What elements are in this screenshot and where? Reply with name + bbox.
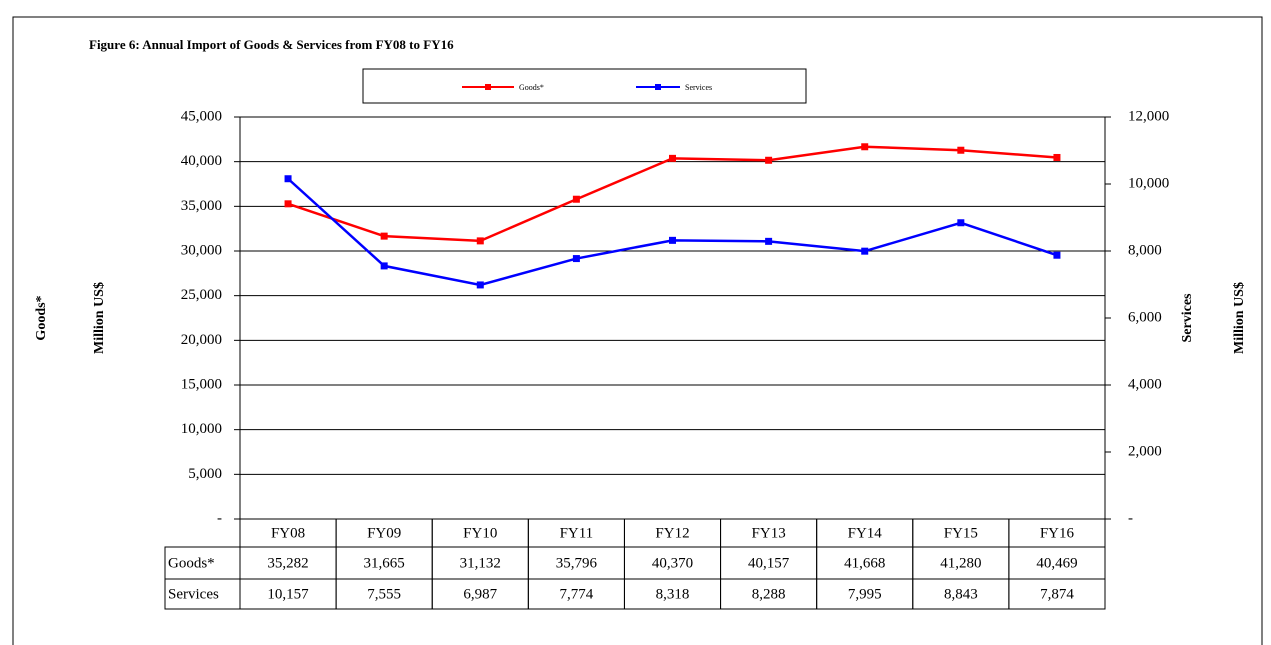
data-label: 7,774: [560, 586, 594, 602]
y2-tick-label: 10,000: [1128, 175, 1169, 191]
point-marker: [572, 255, 580, 263]
table-row-label: Goods*: [168, 555, 215, 571]
y2-tick-label: 12,000: [1128, 108, 1169, 124]
table-row-label: Services: [168, 586, 219, 602]
point-marker: [476, 237, 484, 245]
y2-tick-label: 4,000: [1128, 376, 1162, 392]
point-marker: [957, 146, 965, 154]
point-marker: [284, 200, 292, 208]
point-marker: [861, 143, 869, 151]
data-label: 40,469: [1036, 555, 1077, 571]
point-marker: [380, 262, 388, 270]
data-label: 31,665: [364, 555, 405, 571]
legend-label: Goods*: [519, 83, 544, 92]
point-marker: [765, 156, 773, 164]
data-label: 7,995: [848, 586, 882, 602]
x-tick-label: FY12: [655, 525, 689, 541]
y-tick-label: 10,000: [181, 421, 222, 437]
table-cell: [1008, 578, 1106, 610]
x-tick-label: FY13: [752, 525, 786, 541]
y2-axis-label: Services: [1180, 293, 1195, 343]
data-label: 10,157: [267, 586, 309, 602]
y2-tick-label: 2,000: [1128, 443, 1162, 459]
data-label: 8,288: [752, 586, 786, 602]
data-label: 35,796: [556, 555, 598, 571]
legend-box: [362, 68, 807, 104]
y2-tick-label: -: [1128, 510, 1133, 526]
data-label: 8,318: [656, 586, 690, 602]
legend-label: Services: [685, 83, 712, 92]
x-tick-label: FY16: [1040, 525, 1075, 541]
y-tick-label: 35,000: [181, 198, 222, 214]
data-label: 8,843: [944, 586, 978, 602]
x-tick-label: FY11: [560, 525, 594, 541]
y2-tick-label: 6,000: [1128, 309, 1162, 325]
legend-marker: [485, 84, 491, 90]
data-label: 35,282: [267, 555, 308, 571]
point-marker: [284, 175, 292, 183]
point-marker: [669, 154, 676, 162]
data-label: 31,132: [460, 555, 501, 571]
data-label: 6,987: [463, 586, 497, 602]
x-tick-label: FY15: [944, 525, 978, 541]
y2-axis-unit: Million US$: [1232, 282, 1247, 354]
y-tick-label: 40,000: [181, 153, 222, 169]
y-tick-label: 5,000: [188, 466, 222, 482]
point-marker: [380, 232, 388, 240]
frame: [12, 16, 1263, 645]
point-marker: [765, 237, 773, 245]
y-axis-unit: Million US$: [92, 282, 107, 354]
y-axis-label: Goods*: [34, 295, 49, 340]
data-label: 7,874: [1040, 586, 1074, 602]
legend-marker: [655, 84, 661, 90]
x-tick-label: FY14: [848, 525, 883, 541]
point-marker: [1053, 153, 1061, 161]
data-label: 40,370: [652, 555, 693, 571]
y-tick-label: 30,000: [181, 242, 222, 258]
series-line: [287, 177, 1058, 287]
x-tick-label: FY10: [463, 525, 497, 541]
data-label: 7,555: [367, 586, 401, 602]
x-tick-label: FY08: [271, 525, 305, 541]
y-tick-label: -: [217, 510, 222, 526]
y-tick-label: 20,000: [181, 332, 222, 348]
point-marker: [476, 281, 484, 289]
y2-tick-label: 8,000: [1128, 242, 1162, 258]
x-tick-label: FY09: [367, 525, 401, 541]
y-tick-label: 25,000: [181, 287, 222, 303]
data-label: 41,280: [940, 555, 981, 571]
y-tick-label: 15,000: [181, 376, 222, 392]
point-marker: [1053, 251, 1061, 259]
point-marker: [669, 236, 676, 244]
point-marker: [861, 247, 869, 255]
y-tick-label: 45,000: [181, 108, 222, 124]
point-marker: [572, 195, 580, 203]
data-label: 40,157: [748, 555, 790, 571]
data-label: 41,668: [844, 555, 885, 571]
point-marker: [957, 219, 965, 227]
chart-title: Figure 6: Annual Import of Goods & Servi…: [89, 37, 454, 52]
